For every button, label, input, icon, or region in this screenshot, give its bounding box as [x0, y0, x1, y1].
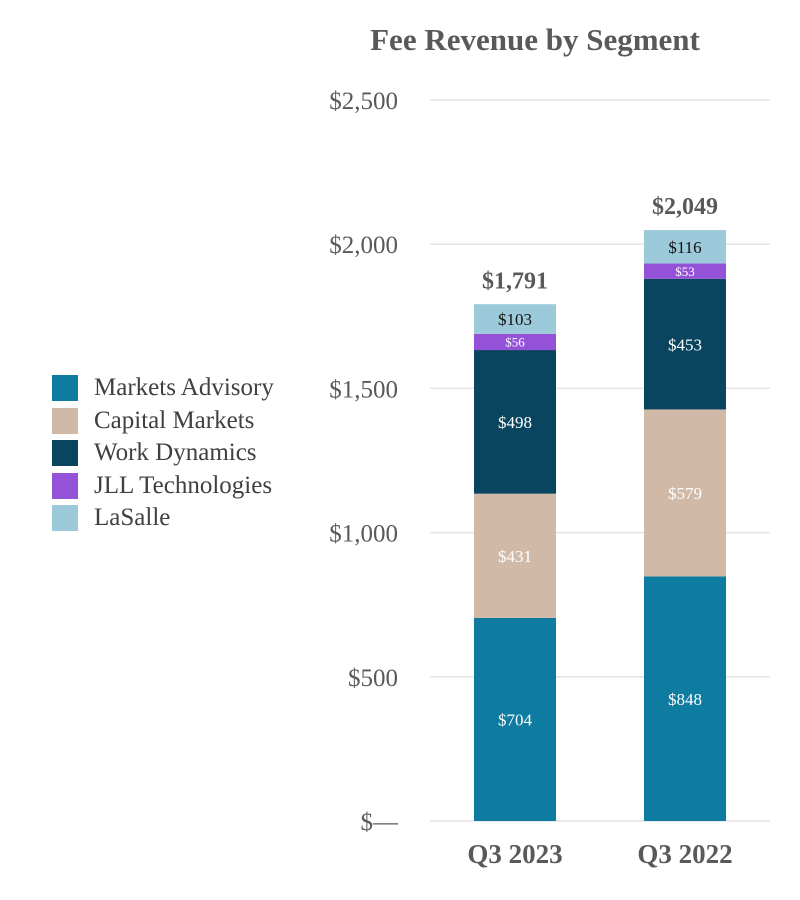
data-label-markets-advisory: $848 [668, 690, 702, 709]
bar-segment-lasalle [474, 304, 556, 334]
x-tick-label: Q3 2023 [467, 839, 562, 869]
bar-segment-capital-markets [474, 493, 556, 618]
bar-segment-jll-technologies [474, 333, 556, 351]
data-label-lasalle: $116 [668, 238, 701, 257]
legend-swatch [52, 440, 78, 467]
data-label-markets-advisory: $704 [498, 711, 533, 730]
legend-swatch [52, 472, 78, 499]
legend: Markets Advisory Capital Markets Work Dyna… [52, 372, 274, 535]
legend-label: Capital Markets [94, 406, 255, 434]
y-tick-label: $500 [348, 665, 398, 692]
legend-item-capital-markets: Capital Markets [52, 405, 274, 438]
data-label-capital-markets: $579 [668, 484, 702, 503]
y-tick-label: $— [361, 809, 400, 836]
y-tick-label: $1,500 [329, 376, 398, 403]
legend-label: Work Dynamics [94, 439, 257, 467]
data-label-work-dynamics: $498 [498, 413, 532, 432]
data-label-work-dynamics: $453 [668, 335, 702, 354]
legend-item-jll-technologies: JLL Technologies [52, 470, 274, 503]
bar-segment-work-dynamics [474, 350, 556, 494]
bar-segment-work-dynamics [644, 278, 726, 410]
legend-item-work-dynamics: Work Dynamics [52, 437, 274, 470]
chart-title: Fee Revenue by Segment [370, 22, 700, 57]
bar-segment-markets-advisory [474, 617, 556, 821]
total-label: $1,791 [482, 268, 548, 294]
bar-segment-jll-technologies [644, 263, 726, 279]
legend-label: LaSalle [94, 504, 171, 532]
legend-label: Markets Advisory [94, 374, 274, 402]
legend-swatch [52, 407, 78, 434]
y-tick-label: $2,500 [329, 88, 398, 115]
legend-item-lasalle: LaSalle [52, 502, 274, 535]
legend-swatch [52, 375, 78, 402]
y-tick-label: $2,000 [329, 232, 398, 259]
data-label-capital-markets: $431 [498, 547, 532, 566]
x-tick-label: Q3 2022 [637, 839, 732, 869]
legend-swatch [52, 505, 78, 532]
legend-item-markets-advisory: Markets Advisory [52, 372, 274, 405]
data-label-jll-technologies: $53 [675, 264, 695, 279]
legend-label: JLL Technologies [94, 471, 273, 499]
bar-segment-markets-advisory [644, 576, 726, 821]
data-label-lasalle: $103 [498, 310, 532, 329]
bar-segment-capital-markets [644, 409, 726, 577]
total-label: $2,049 [652, 194, 718, 220]
data-label-jll-technologies: $56 [505, 335, 525, 350]
bar-segment-lasalle [644, 230, 726, 264]
y-tick-label: $1,000 [329, 521, 398, 548]
